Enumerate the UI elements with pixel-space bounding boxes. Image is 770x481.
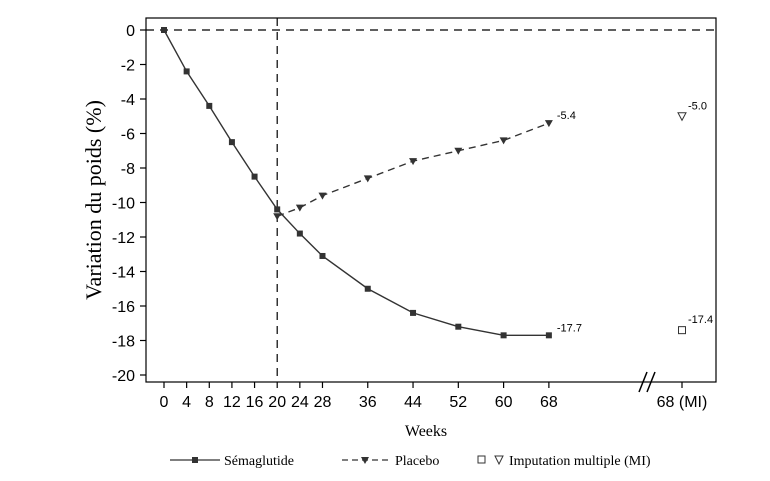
x-tick-label: 0 (160, 394, 169, 411)
y-axis-title: Variation du poids (%) (81, 100, 106, 300)
semaglutide-point (206, 102, 213, 109)
legend-entry-mi: Imputation multiple (MI) (477, 454, 651, 469)
semaglutide-point (364, 285, 371, 292)
x-tick-label: 16 (246, 394, 264, 411)
x-tick-label: 4 (182, 394, 191, 411)
series-layer (161, 27, 687, 339)
mi-placebo-point (677, 112, 687, 122)
x-tick-label: 12 (223, 394, 241, 411)
semaglutide-point (274, 206, 281, 213)
series-line-placebo (276, 122, 550, 217)
y-tick-label: -14 (112, 265, 135, 282)
data-label: -17.7 (557, 322, 582, 334)
placebo-point (273, 213, 282, 221)
x-tick-label: 36 (359, 394, 377, 411)
semaglutide-point (410, 309, 417, 316)
semaglutide-point (500, 332, 507, 339)
legend-open-square-marker (477, 455, 486, 464)
legend-label-mi: Imputation multiple (MI) (509, 454, 651, 469)
mi-data-label: -5.0 (688, 100, 707, 112)
plot-frame (145, 17, 717, 383)
y-tick-label: -20 (112, 368, 135, 385)
y-tick-label: -8 (121, 161, 135, 178)
legend-square-marker (192, 457, 198, 463)
placebo-point (499, 137, 508, 145)
y-tick-label: -12 (112, 230, 135, 247)
semaglutide-point (183, 68, 190, 75)
legend-open-triangle-marker (494, 455, 504, 466)
y-tick-label: -6 (121, 127, 135, 144)
x-axis-ticks: 0 4 8 12 16 20 24 28 36 44 52 60 68 68 (MI) (160, 382, 708, 411)
y-tick-label: -16 (112, 299, 135, 316)
placebo-point (363, 175, 372, 183)
legend-entry-placebo: Placebo (342, 454, 439, 469)
mi-data-label: -17.4 (688, 314, 713, 326)
placebo-point (454, 147, 463, 155)
x-tick-label: 24 (291, 394, 309, 411)
x-tick-label: 68 (540, 394, 558, 411)
x-axis-title: Weeks (405, 423, 447, 440)
x-tick-label: 28 (314, 394, 332, 411)
semaglutide-point (296, 230, 303, 237)
placebo-point (318, 192, 327, 200)
axis-break-marks (638, 371, 656, 393)
x-tick-label: 8 (205, 394, 214, 411)
placebo-point (409, 158, 418, 166)
legend: Sémaglutide Placebo Imputation multiple … (170, 454, 651, 469)
x-tick-label: 20 (268, 394, 286, 411)
x-tick-label: 60 (495, 394, 513, 411)
semaglutide-point (228, 139, 235, 146)
y-tick-label: -18 (112, 334, 135, 351)
y-tick-label: -10 (112, 196, 135, 213)
x-tick-label: 68 (MI) (657, 394, 708, 411)
mi-semaglutide-point (678, 326, 686, 335)
reference-lines (146, 18, 716, 382)
semaglutide-point (251, 173, 258, 180)
legend-entry-semaglutide: Sémaglutide (170, 454, 294, 469)
semaglutide-point (455, 323, 462, 330)
data-label: -5.4 (557, 110, 576, 122)
placebo-point (544, 120, 553, 128)
semaglutide-point (161, 27, 167, 33)
y-tick-label: -2 (121, 58, 135, 75)
x-tick-label: 52 (449, 394, 467, 411)
legend-triangle-marker (361, 457, 369, 464)
semaglutide-point (545, 332, 552, 339)
x-tick-label: 44 (404, 394, 422, 411)
y-axis-ticks: 0 -2 -4 -6 -8 -10 -12 -14 -16 -18 -20 (112, 23, 146, 385)
legend-label-semaglutide: Sémaglutide (224, 454, 294, 469)
data-labels: -17.7 -5.4 -17.4 -5.0 (557, 100, 713, 334)
y-tick-label: 0 (126, 23, 135, 40)
y-tick-label: -4 (121, 92, 135, 109)
legend-label-placebo: Placebo (395, 454, 439, 469)
placebo-point (295, 204, 304, 212)
semaglutide-point (319, 252, 326, 259)
